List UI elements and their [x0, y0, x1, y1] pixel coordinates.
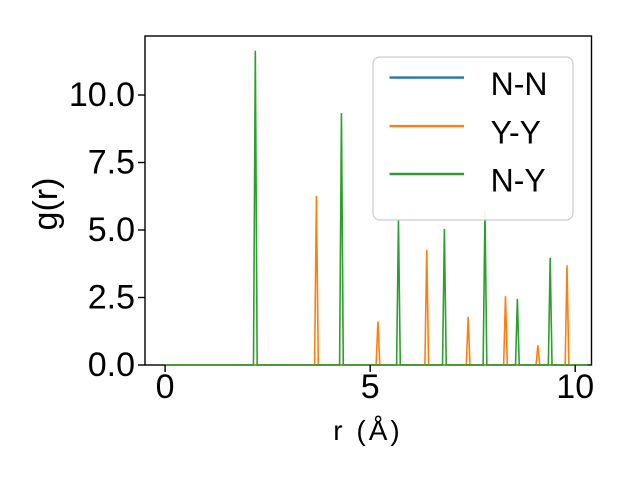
- svg-text:5: 5: [361, 368, 380, 406]
- svg-text:7.5: 7.5: [88, 144, 135, 182]
- svg-text:Y-Y: Y-Y: [491, 115, 541, 151]
- svg-text:0.0: 0.0: [88, 346, 135, 384]
- svg-text:N-N: N-N: [491, 66, 548, 102]
- svg-text:2.5: 2.5: [88, 279, 135, 317]
- svg-text:N-Y: N-Y: [491, 162, 546, 198]
- svg-text:5.0: 5.0: [88, 211, 135, 249]
- svg-text:r (Å): r (Å): [333, 415, 402, 446]
- svg-text:10: 10: [556, 368, 594, 406]
- svg-text:g(r): g(r): [27, 178, 65, 231]
- svg-text:0: 0: [156, 368, 175, 406]
- svg-text:10.0: 10.0: [69, 76, 135, 114]
